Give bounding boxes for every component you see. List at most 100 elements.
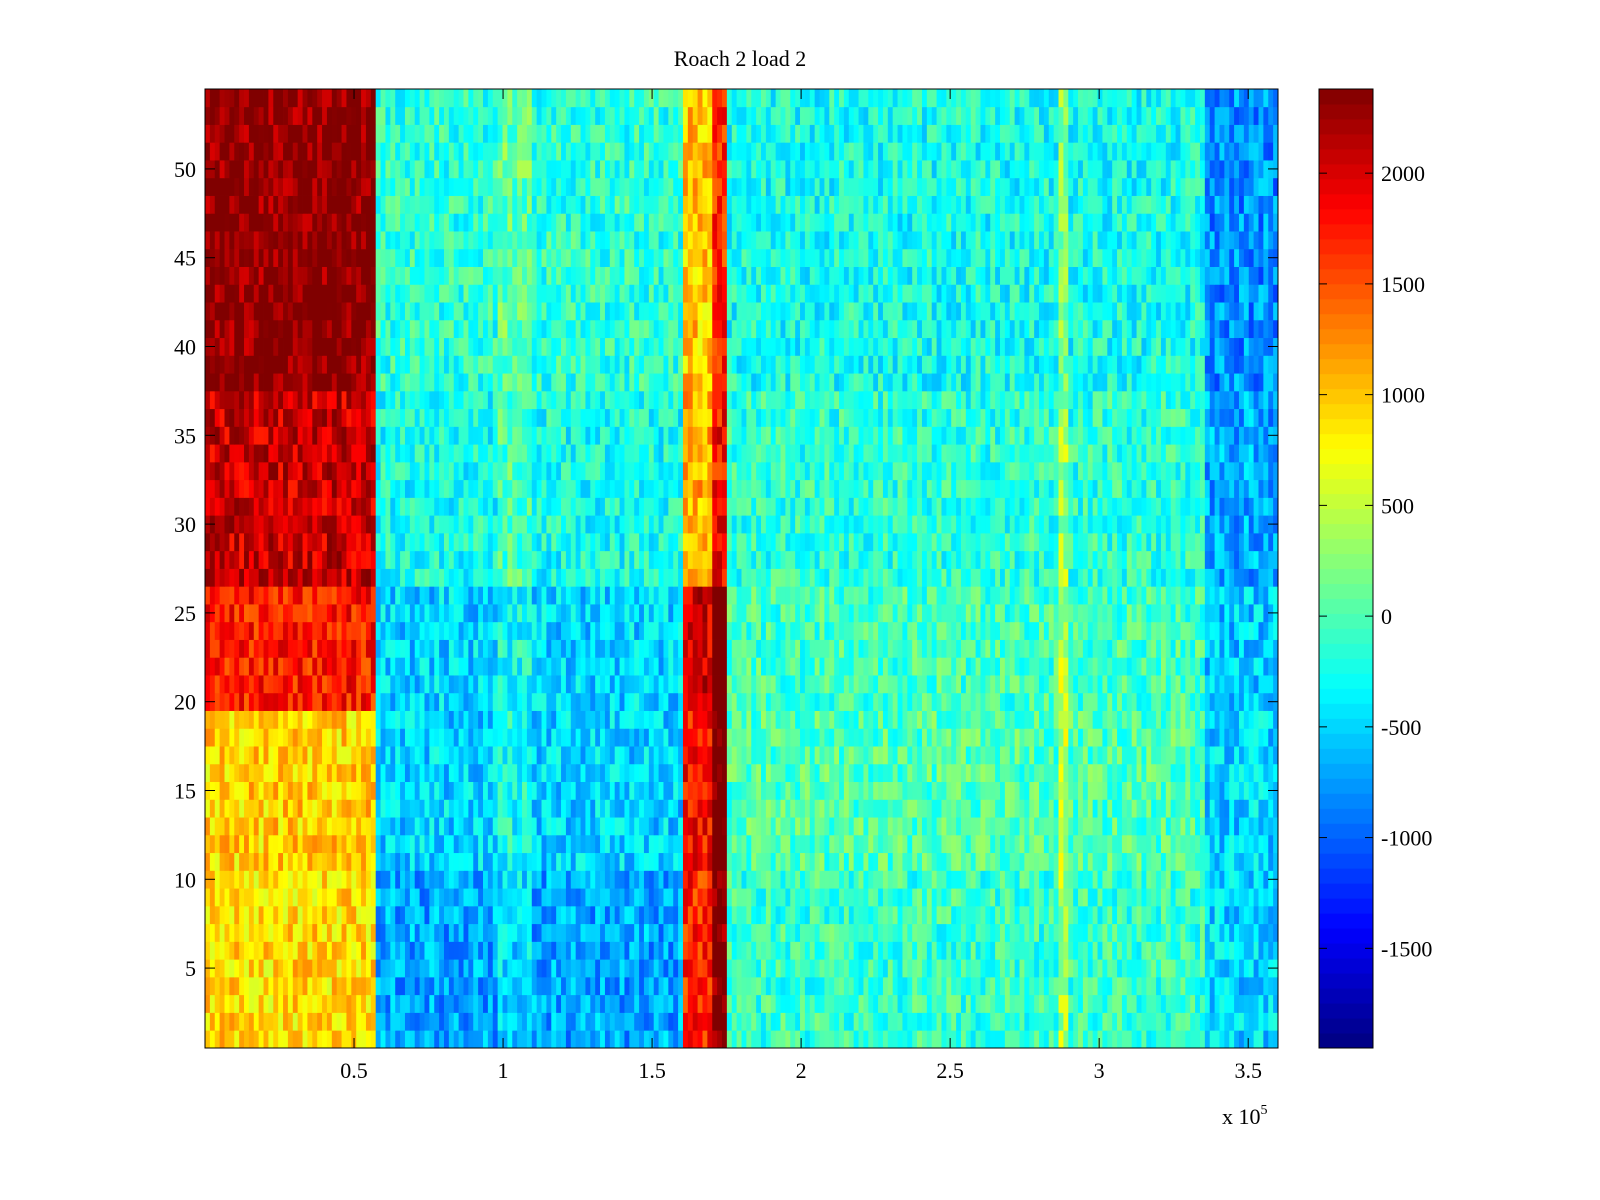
heatmap-cell — [595, 1030, 601, 1049]
heatmap-cell — [1126, 746, 1133, 765]
heatmap-cell — [882, 657, 889, 676]
heatmap-cell — [1156, 994, 1162, 1013]
heatmap-cell — [619, 675, 625, 694]
heatmap-cell — [526, 1030, 533, 1049]
heatmap-cell — [278, 639, 284, 658]
heatmap-cell — [502, 692, 508, 711]
heatmap-cell — [936, 1030, 942, 1049]
heatmap-cell — [985, 941, 991, 960]
heatmap-cell — [322, 1012, 328, 1031]
heatmap-cell — [926, 888, 933, 907]
heatmap-cell — [1112, 1012, 1118, 1031]
heatmap-cell — [648, 675, 655, 694]
heatmap-cell — [214, 1012, 221, 1031]
heatmap-cell — [512, 1030, 518, 1049]
heatmap-cell — [643, 905, 650, 925]
heatmap-cell — [619, 781, 625, 800]
heatmap-cell — [604, 799, 611, 818]
heatmap-cell — [707, 799, 713, 818]
heatmap-cell — [824, 746, 830, 765]
heatmap-cell — [1112, 870, 1118, 889]
heatmap-cell — [1160, 994, 1167, 1013]
heatmap-cell — [302, 728, 308, 747]
heatmap-cell — [273, 976, 279, 996]
heatmap-cell — [326, 941, 333, 960]
heatmap-cell — [678, 817, 684, 836]
heatmap-cell — [522, 1030, 528, 1049]
heatmap-cell — [448, 639, 455, 658]
heatmap-cell — [531, 852, 538, 871]
heatmap-cell — [697, 852, 703, 871]
heatmap-cell — [1160, 692, 1167, 711]
heatmap-cell — [868, 639, 874, 658]
heatmap-cell — [1234, 692, 1240, 711]
heatmap-cell — [590, 692, 596, 711]
heatmap-cell — [229, 888, 235, 907]
heatmap-cell — [419, 976, 425, 996]
heatmap-cell — [1180, 746, 1186, 765]
heatmap-cell — [600, 781, 606, 800]
heatmap-cell — [1126, 799, 1133, 818]
heatmap-cell — [751, 976, 757, 996]
heatmap-cell — [346, 746, 352, 765]
heatmap-cell — [278, 994, 284, 1013]
heatmap-cell — [1009, 923, 1016, 942]
heatmap-cell — [1097, 799, 1103, 818]
heatmap-cell — [731, 834, 738, 854]
heatmap-cell — [248, 692, 255, 711]
heatmap-cell — [829, 1012, 835, 1031]
heatmap-cell — [1229, 1030, 1235, 1049]
heatmap-cell — [414, 710, 420, 729]
heatmap-cell — [980, 692, 986, 711]
heatmap-cell — [809, 710, 816, 729]
heatmap-cell — [1165, 852, 1172, 871]
heatmap-cell — [258, 657, 264, 676]
heatmap-cell — [775, 976, 781, 996]
heatmap-cell — [834, 888, 840, 907]
heatmap-cell — [1136, 692, 1142, 711]
heatmap-cell — [434, 763, 440, 783]
heatmap-cell — [1160, 959, 1167, 978]
heatmap-cell — [1078, 1030, 1084, 1049]
heatmap-cell — [614, 728, 620, 747]
heatmap-cell — [907, 692, 913, 711]
heatmap-cell — [1019, 781, 1025, 800]
heatmap-cell — [1156, 834, 1162, 854]
heatmap-cell — [878, 888, 884, 907]
heatmap-cell — [1253, 852, 1259, 871]
heatmap-cell — [1195, 959, 1201, 978]
heatmap-cell — [414, 976, 420, 996]
heatmap-cell — [839, 976, 845, 996]
heatmap-cell — [1117, 817, 1123, 836]
heatmap-cell — [946, 905, 952, 925]
heatmap-cell — [775, 817, 781, 836]
heatmap-cell — [892, 728, 898, 747]
heatmap-cell — [975, 817, 981, 836]
heatmap-cell — [356, 905, 362, 925]
heatmap-cell — [546, 959, 552, 978]
heatmap-cell — [843, 692, 850, 711]
heatmap-cell — [1165, 888, 1172, 907]
heatmap-cell — [1238, 746, 1245, 765]
heatmap-cell — [624, 781, 630, 800]
heatmap-cell — [1097, 781, 1103, 800]
heatmap-cell — [570, 763, 577, 783]
heatmap-cell — [1185, 781, 1191, 800]
heatmap-cell — [307, 959, 313, 978]
heatmap-cell — [1190, 888, 1196, 907]
heatmap-cell — [565, 746, 572, 765]
heatmap-cell — [336, 888, 342, 907]
heatmap-cell — [404, 692, 411, 711]
heatmap-cell — [1238, 799, 1245, 818]
heatmap-cell — [1165, 692, 1172, 711]
heatmap-cell — [585, 941, 591, 960]
heatmap-cell — [1087, 941, 1094, 960]
heatmap-cell — [1087, 976, 1094, 996]
heatmap-cell — [258, 923, 264, 942]
heatmap-cell — [843, 817, 850, 836]
heatmap-cell — [1273, 905, 1279, 925]
heatmap-cell — [800, 657, 806, 676]
heatmap-cell — [809, 657, 816, 676]
heatmap-cell — [385, 746, 391, 765]
heatmap-cell — [292, 817, 299, 836]
